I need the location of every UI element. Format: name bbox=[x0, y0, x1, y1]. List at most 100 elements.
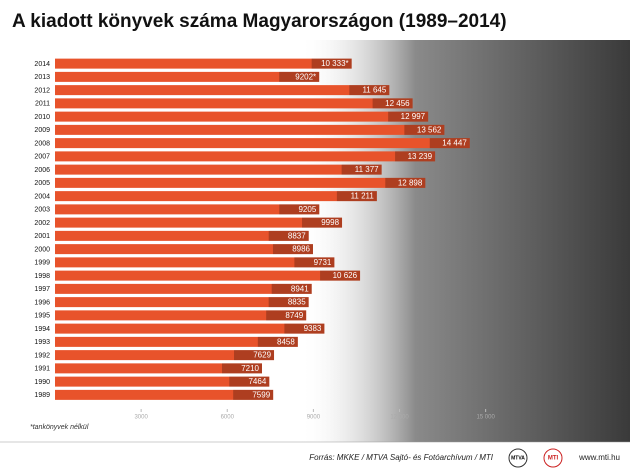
value-label-bg bbox=[279, 71, 320, 82]
value-label: 13 239 bbox=[408, 152, 433, 161]
value-label-bg bbox=[320, 270, 361, 281]
y-tick-label: 1994 bbox=[34, 326, 50, 333]
value-label: 9383 bbox=[304, 324, 322, 333]
bar bbox=[55, 71, 320, 82]
value-label-bg bbox=[221, 363, 262, 374]
value-label: 7629 bbox=[253, 351, 271, 360]
bar bbox=[55, 230, 309, 241]
y-tick-label: 2002 bbox=[34, 220, 50, 227]
value-label-bg bbox=[272, 244, 313, 255]
y-tick-label: 2012 bbox=[34, 87, 50, 94]
y-tick-label: 2005 bbox=[34, 180, 50, 187]
value-label: 12 997 bbox=[401, 112, 426, 121]
value-label: 8835 bbox=[288, 298, 306, 307]
y-tick-label: 2001 bbox=[34, 233, 50, 240]
bar bbox=[55, 376, 270, 387]
value-label-bg bbox=[294, 257, 335, 268]
bar bbox=[55, 323, 325, 334]
y-tick-label: 1990 bbox=[34, 379, 50, 386]
y-tick-label: 1995 bbox=[34, 313, 50, 320]
x-tick-label: 3000 bbox=[134, 415, 148, 421]
value-label: 7464 bbox=[248, 377, 266, 386]
source: Forrás: MKKE / MTVA Sajtó- és Fotóarchív… bbox=[309, 453, 494, 462]
value-label: 12 456 bbox=[385, 99, 410, 108]
chart-title: A kiadott könyvek száma Magyarországon (… bbox=[12, 11, 507, 32]
value-label: 11 211 bbox=[351, 192, 375, 201]
value-label: 8458 bbox=[277, 337, 295, 346]
value-label-bg bbox=[279, 204, 320, 215]
y-tick-label: 2013 bbox=[34, 74, 50, 81]
value-label-bg bbox=[395, 151, 436, 162]
value-label: 10 626 bbox=[333, 271, 358, 280]
value-label: 9202* bbox=[295, 72, 316, 81]
y-tick-label: 2003 bbox=[34, 207, 50, 214]
y-tick-label: 1996 bbox=[34, 299, 50, 306]
bar bbox=[55, 336, 298, 347]
value-label: 7210 bbox=[241, 364, 259, 373]
y-tick-label: 1989 bbox=[34, 392, 50, 399]
value-label: 8749 bbox=[285, 311, 303, 320]
bar bbox=[55, 191, 377, 202]
bar bbox=[55, 310, 307, 321]
logo: MTVA bbox=[511, 455, 525, 461]
bar bbox=[55, 350, 275, 361]
value-label-bg bbox=[257, 336, 298, 347]
value-label: 10 333* bbox=[321, 59, 349, 68]
x-tick-label: 9000 bbox=[307, 415, 321, 421]
y-tick-label: 2010 bbox=[34, 114, 50, 121]
value-label-bg bbox=[349, 85, 390, 96]
value-label-bg bbox=[372, 98, 413, 109]
value-label-bg bbox=[404, 124, 445, 135]
bar bbox=[55, 164, 382, 175]
value-label-bg bbox=[266, 310, 307, 321]
value-label-bg bbox=[429, 138, 470, 149]
y-tick-label: 2006 bbox=[34, 167, 50, 174]
footnote: *tankönyvek nélkül bbox=[30, 424, 89, 431]
y-tick-label: 1993 bbox=[34, 339, 50, 346]
y-tick-label: 1992 bbox=[34, 352, 50, 359]
y-tick-label: 1999 bbox=[34, 260, 50, 267]
y-tick-label: 1997 bbox=[34, 286, 50, 293]
bar bbox=[55, 85, 390, 96]
bar bbox=[55, 283, 312, 294]
bar bbox=[55, 389, 274, 400]
y-tick-label: 2004 bbox=[34, 193, 50, 200]
y-tick-label: 1998 bbox=[34, 273, 50, 280]
value-label: 9205 bbox=[298, 205, 316, 214]
y-tick-label: 2011 bbox=[35, 101, 50, 108]
value-label-bg bbox=[388, 111, 429, 122]
x-tick-label: 15 000 bbox=[476, 415, 495, 421]
logo-ring bbox=[543, 448, 563, 468]
bar bbox=[55, 177, 426, 188]
value-label-bg bbox=[284, 323, 325, 334]
y-tick-label: 1991 bbox=[34, 366, 50, 373]
value-label-bg bbox=[233, 389, 274, 400]
bar bbox=[55, 111, 429, 122]
value-label-bg bbox=[385, 177, 426, 188]
bar bbox=[55, 138, 470, 149]
x-tick-label: 6000 bbox=[221, 415, 235, 421]
y-tick-label: 2009 bbox=[34, 127, 50, 134]
bar bbox=[55, 58, 352, 69]
value-label: 9998 bbox=[321, 218, 339, 227]
value-label-bg bbox=[234, 350, 275, 361]
bar bbox=[55, 244, 313, 255]
value-label-bg bbox=[302, 217, 343, 228]
value-label-bg bbox=[341, 164, 382, 175]
y-tick-label: 2014 bbox=[34, 61, 50, 68]
bar bbox=[55, 297, 309, 308]
value-label: 7599 bbox=[252, 390, 270, 399]
value-label-bg bbox=[229, 376, 270, 387]
value-label: 12 898 bbox=[398, 178, 423, 187]
website: www.mti.hu bbox=[578, 453, 620, 462]
value-label: 9731 bbox=[314, 258, 332, 267]
value-label: 8837 bbox=[288, 231, 306, 240]
y-tick-label: 2000 bbox=[34, 246, 50, 253]
value-label-bg bbox=[268, 297, 309, 308]
value-label-bg bbox=[268, 230, 309, 241]
value-label: 8941 bbox=[291, 284, 309, 293]
bar bbox=[55, 98, 413, 109]
value-label: 11 377 bbox=[355, 165, 379, 174]
bar bbox=[55, 204, 320, 215]
